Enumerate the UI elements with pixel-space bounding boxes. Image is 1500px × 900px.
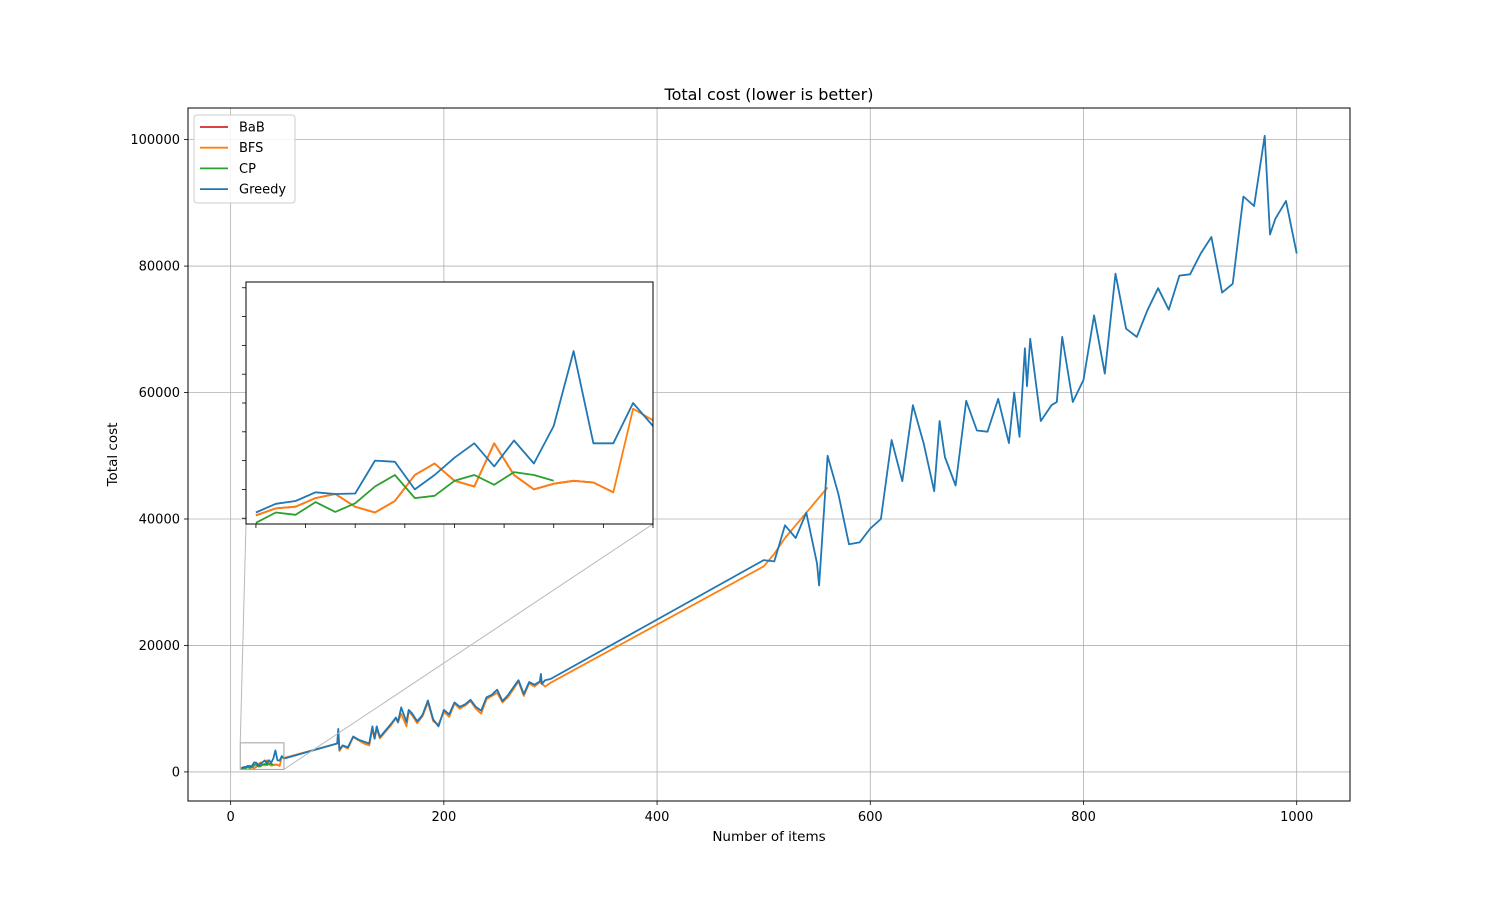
y-axis-label: Total cost — [105, 423, 121, 488]
x-tick-label: 600 — [858, 810, 883, 825]
x-tick-label: 0 — [227, 810, 235, 825]
legend: BaB BFS CP Greedy — [193, 114, 296, 204]
x-tick-label: 1000 — [1280, 810, 1313, 825]
inset-chart — [242, 281, 654, 528]
inset-line-greedy — [255, 350, 653, 514]
y-tick-label: 60000 — [139, 386, 180, 401]
inset-series — [255, 350, 653, 524]
series-lines — [240, 134, 1298, 771]
y-tick-label: 80000 — [139, 260, 180, 275]
zoom-connector-line — [283, 523, 654, 770]
y-tick-label: 100000 — [130, 133, 180, 148]
zoom-connector-line — [239, 523, 247, 743]
legend-label-bfs: BFS — [239, 141, 263, 156]
legend-label-cp: CP — [239, 162, 256, 177]
zoom-region-box — [239, 742, 285, 770]
inset-background — [246, 282, 653, 524]
x-tick-label: 400 — [645, 810, 670, 825]
x-tick-label: 800 — [1071, 810, 1096, 825]
x-tick-label: 200 — [431, 810, 456, 825]
zoom-indicator — [239, 523, 654, 770]
chart-title: Total cost (lower is better) — [664, 85, 874, 104]
series-line-greedy — [240, 134, 1298, 769]
y-tick-label: 0 — [172, 765, 180, 780]
y-tick-label: 20000 — [139, 639, 180, 654]
legend-label-greedy: Greedy — [239, 183, 286, 198]
inset-line-cp — [255, 471, 554, 524]
y-tick-label: 40000 — [139, 512, 180, 527]
legend-label-bab: BaB — [239, 121, 265, 136]
plot-area-frame — [187, 107, 1351, 802]
legend-box — [193, 114, 296, 204]
axis-ticks: 0 200 400 600 800 1000 0 20000 40000 60000 80000 10… — [130, 133, 1313, 825]
x-axis-label: Number of items — [712, 829, 825, 845]
